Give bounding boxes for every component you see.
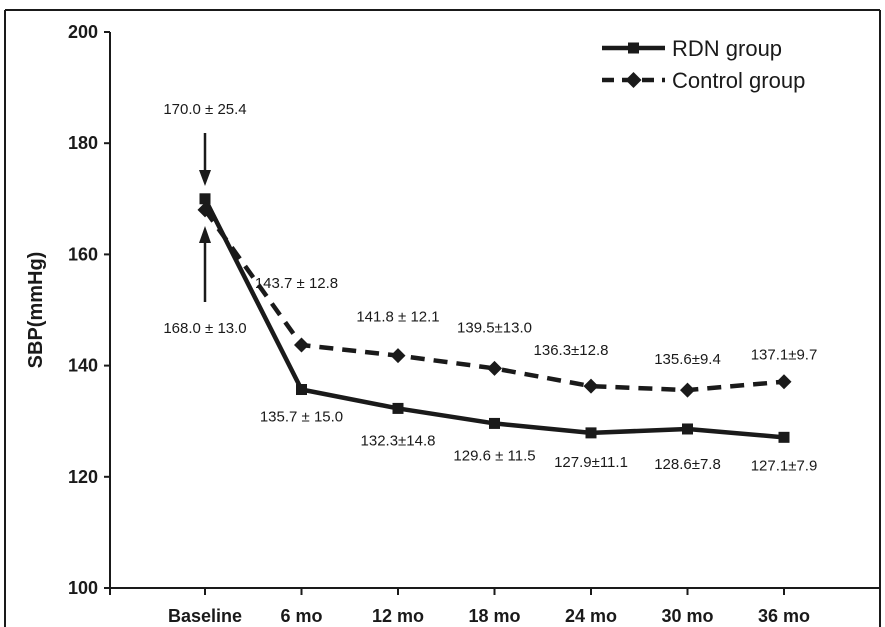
x-tick-label: 12 mo — [372, 606, 424, 626]
arrow-up-head — [199, 226, 211, 243]
series-line-rdn — [202, 197, 785, 440]
x-tick-label: 36 mo — [758, 606, 810, 626]
data-point-control — [390, 348, 406, 364]
x-tick-label: 24 mo — [565, 606, 617, 626]
x-tick-label: 18 mo — [468, 606, 520, 626]
data-label-control: 136.3±12.8 — [534, 342, 609, 359]
arrow-down-head — [199, 170, 211, 186]
y-tick-label: 200 — [68, 22, 98, 42]
data-label-rdn: 129.6 ± 11.5 — [453, 447, 535, 464]
data-label-control: 143.7 ± 12.8 — [255, 275, 338, 292]
data-point-control — [680, 382, 695, 398]
legend-marker-square — [628, 42, 639, 54]
y-tick-label: 100 — [68, 578, 98, 598]
x-tick-label: 6 mo — [280, 606, 322, 626]
data-point-rdn — [682, 423, 693, 435]
data-label-control: 137.1±9.7 — [751, 347, 818, 364]
series-lines — [197, 193, 792, 443]
data-label-rdn: 170.0 ± 25.4 — [163, 101, 246, 118]
data-point-rdn — [392, 402, 404, 414]
data-point-rdn — [585, 427, 597, 439]
data-label-control: 139.5±13.0 — [457, 319, 532, 336]
data-point-control — [197, 202, 213, 218]
data-label-control: 141.8 ± 12.1 — [356, 309, 439, 326]
data-labels: 170.0 ± 25.4 135.7 ± 15.0 132.3±14.8 129.6 … — [163, 101, 817, 475]
data-point-control — [583, 378, 599, 394]
y-axis-title: SBP(mmHg) — [25, 252, 47, 369]
y-tick-label: 120 — [68, 467, 98, 487]
data-label-control: 168.0 ± 13.0 — [163, 320, 246, 337]
data-point-rdn — [296, 384, 307, 396]
data-point-rdn — [199, 193, 211, 205]
data-label-rdn: 127.1±7.9 — [751, 457, 818, 474]
data-label-rdn: 128.6±7.8 — [654, 456, 721, 473]
data-point-control — [776, 374, 792, 390]
y-tick-label: 180 — [68, 133, 98, 153]
data-label-rdn: 132.3±14.8 — [361, 432, 436, 449]
data-label-rdn: 135.7 ± 15.0 — [260, 409, 343, 426]
x-tick-label: Baseline — [168, 606, 242, 626]
data-label-rdn: 127.9±11.1 — [554, 454, 628, 471]
data-label-control: 135.6±9.4 — [654, 351, 721, 368]
data-point-rdn — [489, 417, 500, 429]
legend-label-control: Control group — [672, 68, 805, 93]
legend-marker-diamond — [625, 72, 642, 88]
axes: 100 120 140 160 180 200 Baseline 6 mo 12 mo 18 mo… — [4, 9, 881, 627]
legend: RDN group Control group — [602, 36, 805, 93]
data-point-rdn — [778, 431, 790, 443]
y-tick-label: 160 — [68, 244, 98, 264]
data-point-control — [487, 360, 502, 376]
data-point-control — [294, 337, 309, 353]
x-tick-label: 30 mo — [661, 606, 713, 626]
y-tick-label: 140 — [68, 356, 98, 376]
legend-label-rdn: RDN group — [672, 36, 782, 61]
